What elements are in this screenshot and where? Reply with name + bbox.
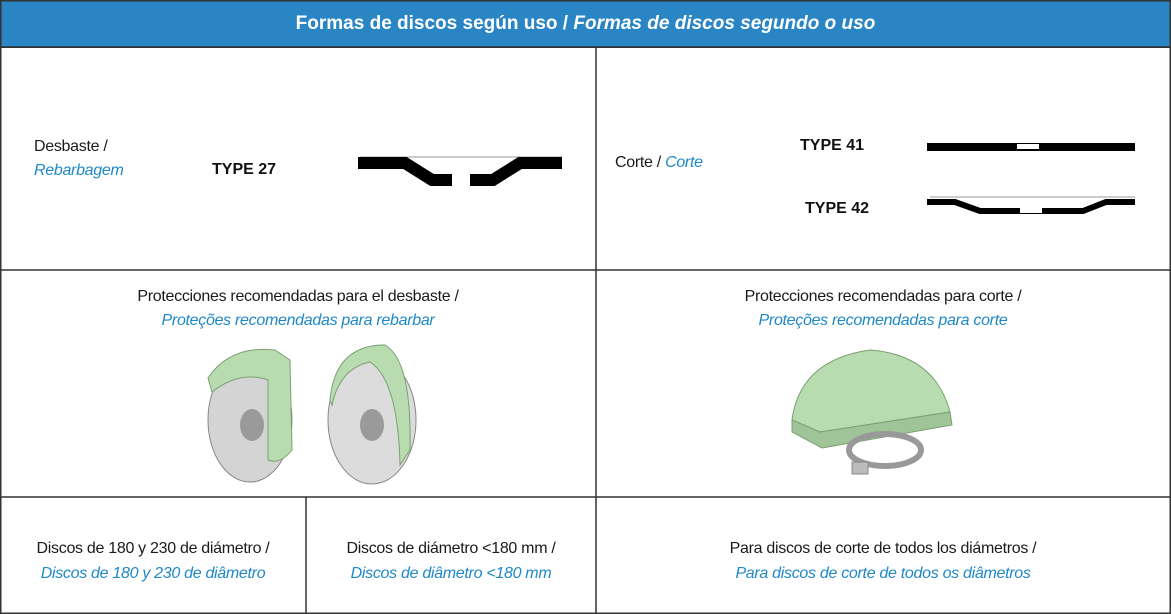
disc-type-42 (927, 196, 1135, 214)
guard-label: Protecciones recomendadas para el desbas… (137, 288, 459, 305)
usage-label: Discos de diámetro <180 mm / (346, 540, 556, 557)
guard-images-grinding (207, 344, 417, 485)
title-translation: Formas de discos segundo o uso (573, 13, 876, 34)
shape-translation: Corte (665, 154, 703, 171)
title: Formas de discos según uso / (295, 13, 569, 34)
usage-label: Para discos de corte de todos los diámet… (729, 540, 1037, 557)
header: Formas de discos según uso / Formas de d… (0, 0, 1171, 47)
guard-translation: Proteções recomendadas para rebarbar (161, 312, 435, 329)
shape-label: Desbaste / (34, 138, 108, 155)
usage-translation: Para discos de corte de todos os diâmetr… (735, 565, 1031, 582)
disc-type-27 (358, 156, 562, 186)
header-bar (0, 0, 1171, 48)
usage-label: Discos de 180 y 230 de diámetro / (36, 540, 270, 557)
shape-translation: Rebarbagem (34, 162, 124, 179)
type-label: TYPE 41 (800, 137, 865, 154)
usage-translation: Discos de 180 y 230 de diâmetro (40, 565, 266, 582)
disc-type-41 (927, 143, 1135, 151)
guard-label: Protecciones recomendadas para corte / (744, 288, 1022, 305)
guard-image-cutting (791, 349, 953, 475)
usage-translation: Discos de diâmetro <180 mm (350, 565, 552, 582)
shape-label-text: Corte / (615, 154, 661, 171)
shape-label: Corte / Corte (615, 154, 703, 172)
type-label: TYPE 42 (805, 200, 870, 217)
type-label: TYPE 27 (212, 161, 277, 178)
guard-translation: Proteções recomendadas para corte (758, 312, 1008, 329)
